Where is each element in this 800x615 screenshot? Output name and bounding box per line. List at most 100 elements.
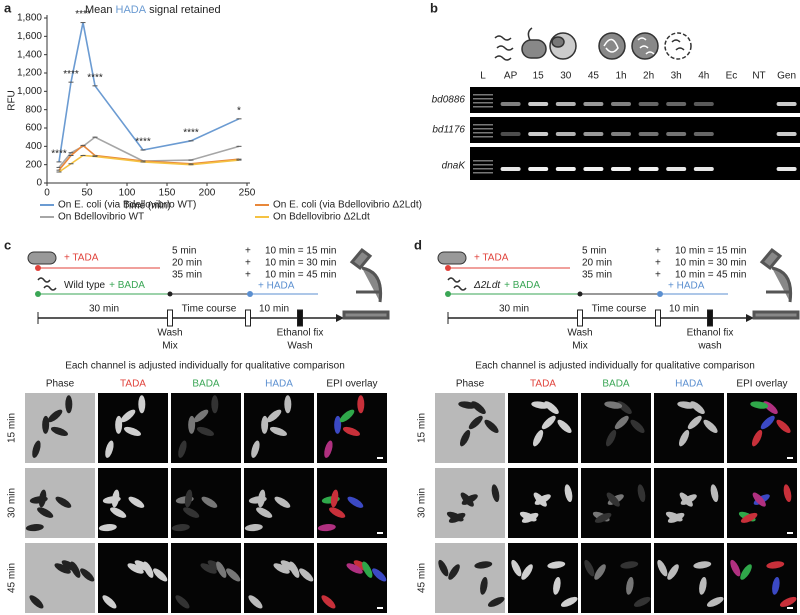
series-line (58, 154, 240, 173)
cell (251, 440, 260, 458)
cell (766, 561, 785, 569)
dot (445, 291, 451, 297)
dot (247, 291, 253, 297)
scale-bar (377, 607, 383, 609)
cell (521, 564, 533, 580)
x-tick-label: 100 (119, 188, 136, 199)
timing: 35 min (172, 270, 202, 281)
cell (216, 561, 227, 578)
cell (750, 401, 769, 409)
timing: + (655, 246, 661, 257)
cell (553, 576, 561, 595)
step-bar (167, 309, 173, 327)
timing: 20 min (172, 258, 202, 269)
cell (256, 507, 273, 518)
cell (460, 492, 474, 507)
gel-band (583, 167, 604, 171)
strain: Wild type (64, 280, 106, 291)
step-label: Wash (567, 328, 592, 339)
gel-band (776, 132, 797, 136)
cell (153, 568, 168, 582)
cell (604, 401, 623, 409)
ladder-band (473, 106, 493, 108)
microscope (752, 247, 800, 320)
significance: **** (75, 9, 91, 20)
cell (547, 561, 566, 569)
cell (458, 401, 477, 409)
bdello-icon (37, 277, 57, 291)
cell (29, 595, 44, 609)
cell (531, 401, 550, 409)
gel-band (611, 167, 631, 171)
cell (564, 484, 573, 503)
duration: 10 min (259, 304, 289, 315)
cell (491, 484, 500, 503)
column-header: BADA (192, 379, 220, 390)
gel-icons (494, 27, 692, 61)
cell (626, 576, 634, 595)
gel-band (500, 102, 521, 106)
cell (47, 409, 63, 423)
lane-label: AP (504, 71, 518, 82)
legend-label: On E. coli (via Bdellovibrio Δ2Ldt) (273, 200, 422, 211)
duration: 30 min (89, 304, 119, 315)
step-bar (707, 309, 713, 327)
cell (110, 507, 127, 518)
ladder-band (473, 102, 493, 104)
caption: Each channel is adjusted individually fo… (65, 361, 345, 372)
cell (105, 440, 114, 458)
gel-band (776, 102, 797, 106)
cell (269, 426, 287, 436)
cell (184, 489, 193, 508)
cell (347, 496, 364, 508)
y-tick-label: 1,200 (17, 68, 42, 79)
lane-label: Gen (777, 71, 796, 82)
ladder-band (473, 168, 493, 170)
cell (98, 524, 117, 532)
duration: 30 min (499, 304, 529, 315)
arrow (336, 314, 344, 322)
step-label: Mix (162, 341, 178, 352)
gene-label: bd0886 (432, 95, 466, 106)
cell (448, 512, 466, 523)
cell (606, 492, 620, 507)
x-tick-label: 250 (239, 188, 256, 199)
gel-band (528, 132, 549, 136)
cell (138, 395, 146, 414)
gel-band (666, 167, 687, 171)
cell (541, 415, 556, 430)
title-part: signal retained (149, 4, 221, 16)
lane-label: 1h (615, 71, 626, 82)
dot (577, 291, 583, 297)
cell (183, 507, 200, 518)
cell (480, 576, 488, 595)
column-header: HADA (265, 379, 293, 390)
cell (80, 568, 95, 582)
cell (38, 489, 47, 508)
significance: * (237, 105, 241, 116)
y-tick-label: 0 (36, 178, 42, 189)
gel-row (470, 87, 800, 113)
caption: Each channel is adjusted individually fo… (475, 361, 755, 372)
cell (171, 524, 190, 532)
significance: **** (51, 149, 67, 160)
column-header: TADA (530, 379, 556, 390)
cell (200, 563, 217, 574)
strain-label: Wild type + BADA (64, 280, 145, 291)
cell (474, 561, 493, 569)
cell (120, 409, 136, 423)
y-tick-label: 1,000 (17, 86, 42, 97)
gel-band (638, 132, 659, 136)
cell (330, 489, 339, 508)
cell (779, 596, 797, 607)
cell (32, 440, 41, 458)
ladder-band (473, 98, 493, 100)
cell (710, 484, 719, 503)
cell (317, 524, 336, 532)
duration: Time course (182, 304, 237, 315)
cell (334, 415, 342, 434)
cell (274, 496, 291, 508)
cell (532, 429, 544, 447)
cell (65, 395, 73, 414)
